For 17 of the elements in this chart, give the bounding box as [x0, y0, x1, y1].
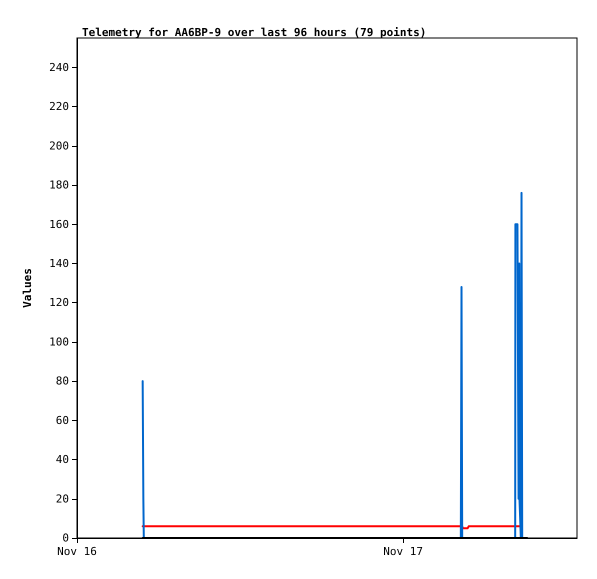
x-tick-label: Nov 17 — [383, 545, 423, 558]
y-tick-label: 80 — [56, 374, 69, 388]
y-tick-label: 240 — [49, 60, 69, 74]
y-tick-label: 100 — [49, 335, 69, 348]
y-tick-label: 200 — [49, 139, 69, 152]
y-tick-label: 220 — [49, 100, 69, 114]
chart-title: Telemetry for AA6BP-9 over last 96 hours (79 points) — [82, 26, 426, 39]
y-tick-label: 180 — [49, 178, 69, 192]
x-tick-label: Nov 16 — [57, 545, 97, 558]
y-tick-label: 60 — [56, 414, 69, 427]
y-tick-label: 160 — [49, 218, 69, 231]
y-tick-label: 140 — [49, 256, 69, 270]
y-tick-label: 20 — [56, 492, 69, 506]
y-axis-title: Values — [21, 268, 34, 308]
y-tick-label: 40 — [56, 453, 69, 466]
y-tick-label: 0 — [62, 532, 69, 544]
y-tick-label: 120 — [49, 296, 69, 310]
